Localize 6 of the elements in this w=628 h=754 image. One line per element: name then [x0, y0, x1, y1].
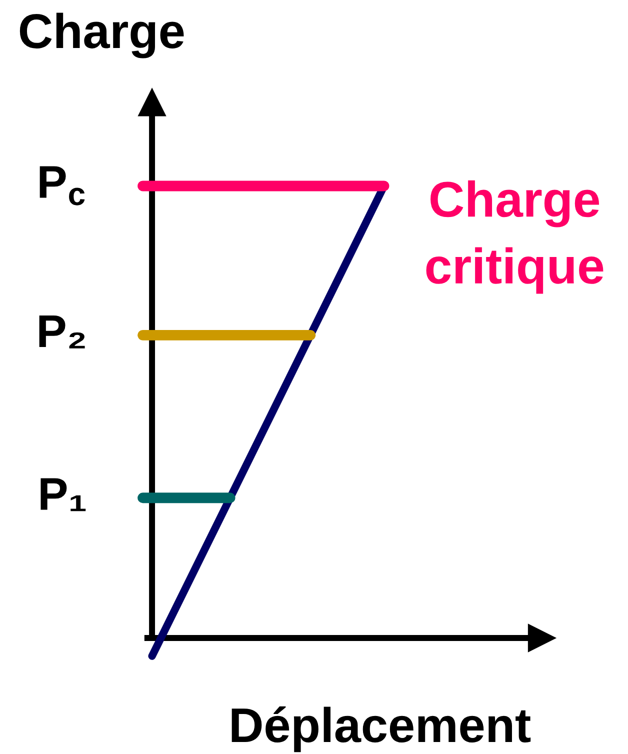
ref-line-label: P₁ [40, 478, 86, 512]
annotation: Charge critique [426, 180, 604, 294]
y-axis-title: Charge [20, 12, 184, 58]
ref-line-label: P$_{c}$ [40, 166, 85, 206]
x-axis-title: Déplacement [232, 706, 531, 752]
ref-line-label: P₂ [39, 315, 85, 348]
